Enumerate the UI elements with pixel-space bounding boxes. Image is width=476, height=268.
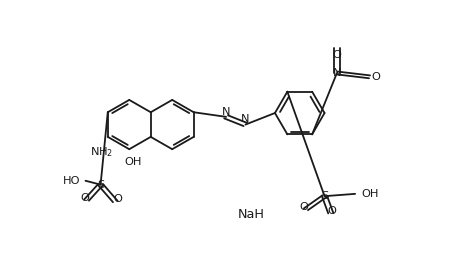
Text: O: O: [327, 206, 337, 216]
Text: OH: OH: [362, 189, 379, 199]
Text: HO: HO: [63, 176, 81, 186]
Text: N: N: [241, 114, 250, 124]
Text: O: O: [113, 194, 122, 204]
Text: O: O: [80, 192, 89, 203]
Text: OH: OH: [124, 157, 142, 167]
Text: NaH: NaH: [238, 208, 265, 221]
Text: S: S: [97, 180, 104, 190]
Text: O: O: [372, 72, 381, 82]
Text: S: S: [321, 191, 328, 201]
Text: N: N: [333, 68, 341, 78]
Text: O: O: [300, 202, 308, 212]
Text: N: N: [222, 107, 230, 117]
Text: NH$_2$: NH$_2$: [89, 145, 113, 158]
Text: O: O: [333, 50, 341, 59]
